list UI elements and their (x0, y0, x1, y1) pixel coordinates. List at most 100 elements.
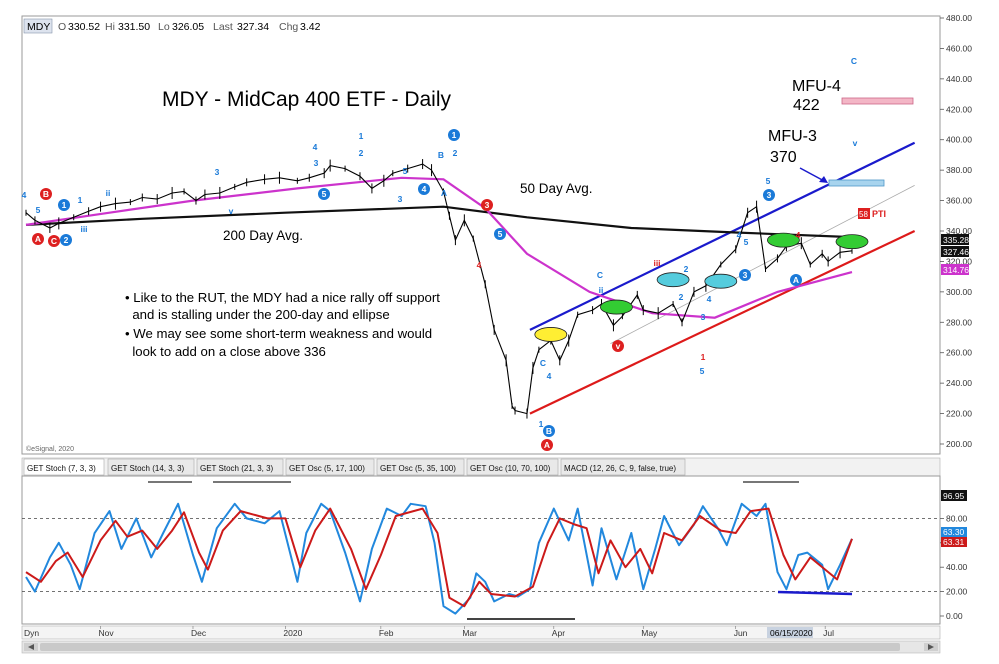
wave-label: C (851, 56, 857, 66)
wave-label: 5 (403, 166, 408, 176)
stoch-tag-k (941, 527, 967, 537)
wave-label: iii (653, 258, 660, 268)
stoch-value-tags: 96.95 63.30 63.31 (941, 490, 967, 547)
wave-label: v (229, 206, 234, 216)
price-y-tick-label: 280.00 (946, 317, 972, 327)
price-y-tick-label: 340.00 (946, 226, 972, 236)
wave-label: C (51, 236, 57, 246)
wave-label: 5 (700, 366, 705, 376)
scroll-right-icon (928, 644, 934, 650)
chg-value: 3.42 (300, 21, 321, 33)
x-axis-label: Dec (191, 628, 207, 638)
ellipses (534, 232, 869, 342)
indicator-tab[interactable]: GET Stoch (7, 3, 3) (23, 458, 105, 476)
indicator-tab[interactable]: GET Osc (10, 70, 100) (466, 458, 559, 476)
wave-label: 1 (62, 200, 67, 210)
stoch-y-tick-label: 0.00 (946, 611, 963, 621)
ellipse-marker (835, 234, 869, 250)
pt-badge-number: 58 (859, 210, 868, 219)
price-y-tick-label: 200.00 (946, 439, 972, 449)
high-value: 331.50 (118, 21, 150, 33)
wave-circle (40, 188, 52, 200)
wave-circle (418, 183, 430, 195)
price-panel-frame (21, 15, 941, 455)
x-axis-strip (21, 625, 941, 640)
wave-label: 2 (679, 292, 684, 302)
stoch-panel-frame (21, 475, 941, 625)
wave-label: v (853, 138, 858, 148)
wave-label: A (544, 440, 550, 450)
price-tag-50ma-text: 314.76 (943, 265, 969, 275)
wave-label: 5 (36, 205, 41, 215)
wave-label: B (438, 150, 444, 160)
wave-circle (612, 340, 624, 352)
indicator-tab[interactable]: MACD (12, 26, C, 9, false, true) (560, 458, 686, 476)
x-axis-label: Jun (734, 628, 748, 638)
wave-label: 3 (215, 167, 220, 177)
wave-label: 3 (743, 270, 748, 280)
wave-label: B (546, 426, 552, 436)
ellipse-marker (767, 232, 800, 248)
price-y-tick-label: 440.00 (946, 74, 972, 84)
indicator-tab[interactable]: GET Osc (5, 17, 100) (285, 458, 375, 476)
x-axis-label: May (641, 628, 658, 638)
indicator-tab[interactable]: GET Stoch (14, 3, 3) (107, 458, 195, 476)
price-y-tick-label: 320.00 (946, 256, 972, 266)
indicator-tab[interactable]: GET Stoch (21, 3, 3) (196, 458, 284, 476)
price-y-tick-label: 460.00 (946, 43, 972, 53)
pt-badge (858, 208, 870, 219)
wave-circle (58, 199, 70, 211)
wave-label: 4 (422, 184, 427, 194)
indicator-tab-label: GET Osc (10, 70, 100) (470, 464, 551, 473)
price-tag-200ma (941, 234, 969, 245)
price-y-tick-label: 240.00 (946, 378, 972, 388)
wave-label: ii (599, 285, 604, 295)
scrollbar-thumb[interactable] (40, 643, 900, 651)
wave-label: ii (106, 188, 111, 198)
mfu-4-value: 422 (793, 97, 820, 114)
wave-label: C (597, 270, 603, 280)
ellipse-marker (600, 299, 633, 315)
stoch-tag-high (941, 490, 967, 501)
price-tag-50ma (941, 264, 969, 275)
price-y-tick-label: 220.00 (946, 409, 972, 419)
last-price-tags: 335.28 327.46 314.76 (941, 234, 969, 275)
pt-label: PTI (872, 209, 886, 219)
stoch-support-line (777, 590, 853, 596)
indicator-tab-label: GET Stoch (14, 3, 3) (111, 464, 185, 473)
ma50-annotation: 50 Day Avg. (520, 181, 593, 196)
mfu-3-arrow-head (819, 176, 828, 183)
wave-label: B (43, 189, 49, 199)
stoch-tag-d (941, 537, 967, 547)
mfu-4-label: MFU-4 (792, 78, 841, 95)
high-label: Hi (105, 21, 115, 33)
wave-label: 4 (477, 260, 482, 270)
symbol-label: MDY (27, 21, 50, 33)
wave-label: 5 (744, 237, 749, 247)
x-axis-label: Jul (823, 628, 834, 638)
wave-label: 4 (22, 190, 27, 200)
scroll-left-icon (28, 644, 34, 650)
wave-label: A (35, 234, 41, 244)
stoch-tag-d-text: 63.31 (943, 537, 965, 547)
x-axis-label: Feb (379, 628, 394, 638)
indicator-tab[interactable]: GET Osc (5, 35, 100) (376, 458, 465, 476)
indicator-tab-label: GET Osc (5, 35, 100) (380, 464, 456, 473)
price-y-tick-label: 420.00 (946, 104, 972, 114)
wave-label: 2 (359, 148, 364, 158)
open-value: 330.52 (68, 21, 100, 33)
wave-circle (494, 228, 506, 240)
commentary-line-3: • We may see some short-term weakness an… (125, 326, 432, 341)
date-cursor-text: 06/15/2020 (770, 628, 813, 638)
wave-circle (48, 235, 60, 247)
wave-label: 1 (359, 131, 364, 141)
mfu-4-target-box (841, 97, 914, 105)
price-tag-last (941, 246, 969, 257)
open-label: O (58, 21, 66, 33)
indicator-tab-label: GET Stoch (21, 3, 3) (200, 464, 274, 473)
wave-circle (763, 189, 775, 201)
wave-label: 5 (322, 189, 327, 199)
trend-line (529, 230, 916, 415)
price-y-tick-label: 480.00 (946, 13, 972, 23)
last-value: 327.34 (237, 21, 269, 33)
